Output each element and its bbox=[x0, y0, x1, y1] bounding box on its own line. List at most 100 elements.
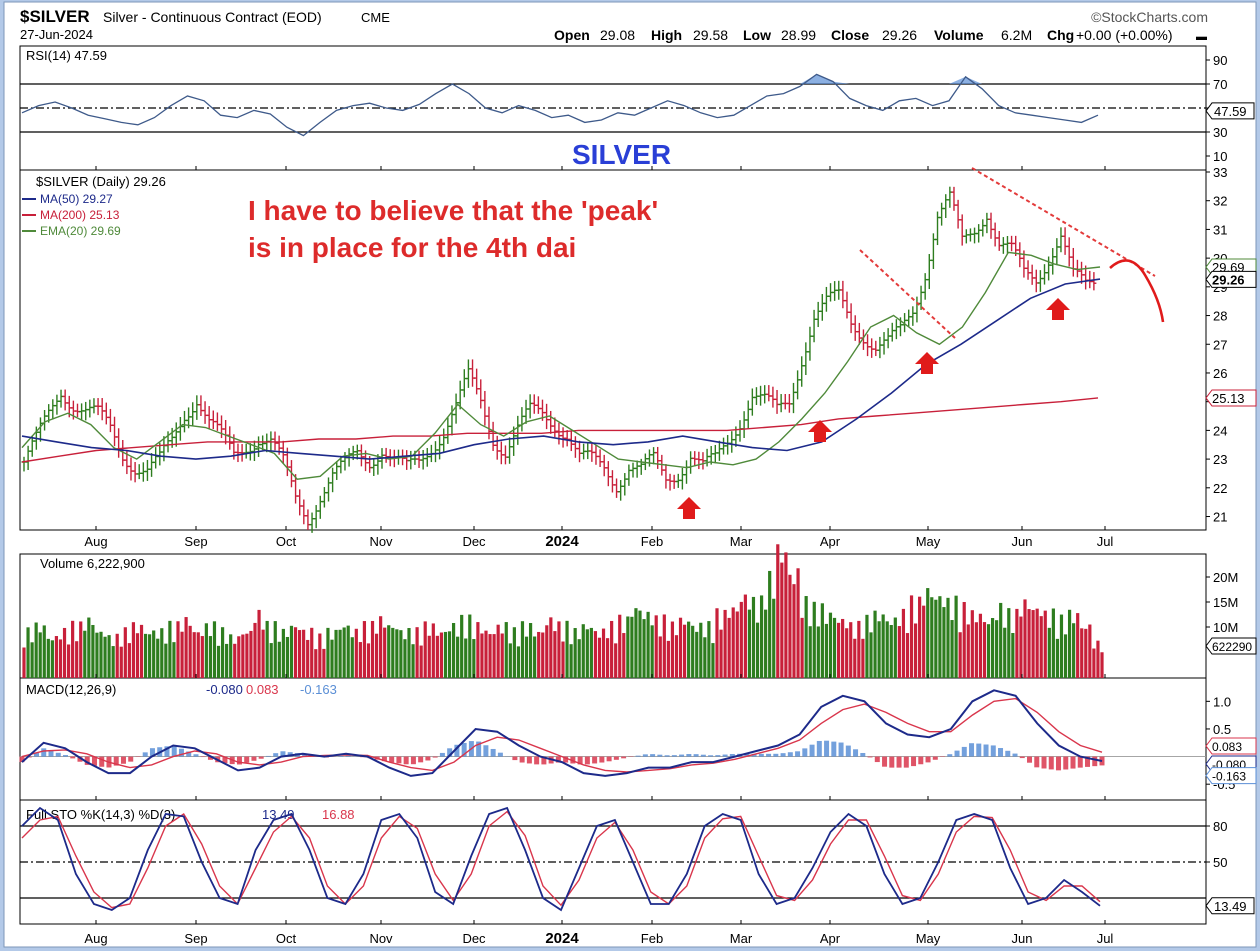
macd-histogram-bar bbox=[809, 744, 815, 757]
volume-bar bbox=[768, 570, 772, 678]
macd-histogram-bar bbox=[657, 754, 663, 757]
macd-histogram-bar bbox=[592, 756, 598, 764]
rsi-y-tick-70: 70 bbox=[1213, 77, 1227, 92]
macd-histogram-bar bbox=[780, 753, 786, 757]
volume-y-tick-10M: 10M bbox=[1213, 620, 1238, 635]
volume-bar bbox=[318, 633, 322, 678]
volume-bar bbox=[50, 640, 54, 678]
macd-histogram-bar bbox=[1048, 756, 1054, 770]
macd-histogram-bar bbox=[338, 755, 344, 757]
macd-histogram-bar bbox=[715, 755, 721, 757]
volume-bar bbox=[1067, 609, 1072, 678]
volume-bar bbox=[220, 627, 225, 678]
macd-histogram-bar bbox=[722, 754, 728, 757]
chg-value: +0.00 (+0.00%) bbox=[1076, 27, 1173, 43]
volume-bar bbox=[196, 632, 200, 678]
volume-bar bbox=[1031, 610, 1035, 678]
volume-bar bbox=[946, 597, 950, 678]
price-x-tick-Oct: Oct bbox=[276, 534, 297, 549]
volume-bar bbox=[853, 638, 857, 678]
price-x-tick-Jul: Jul bbox=[1097, 534, 1114, 549]
volume-bar bbox=[626, 616, 630, 678]
volume-bar bbox=[958, 632, 962, 678]
volume-bar bbox=[1092, 648, 1096, 678]
volume-bar bbox=[387, 625, 391, 678]
macd-histogram-bar bbox=[55, 752, 61, 757]
volume-bar bbox=[537, 631, 541, 678]
macd-histogram-bar bbox=[998, 748, 1004, 757]
volume-bar bbox=[516, 646, 521, 678]
volume-bar bbox=[820, 603, 824, 678]
macd-histogram-bar bbox=[251, 756, 257, 761]
macd-histogram-bar bbox=[1034, 756, 1040, 768]
volume-bar bbox=[812, 601, 816, 678]
volume-bar bbox=[62, 627, 67, 678]
volume-bar bbox=[942, 607, 946, 678]
volume-bar bbox=[784, 552, 788, 678]
price-y-tick-28: 28 bbox=[1213, 309, 1227, 324]
sto-x-tick-Nov: Nov bbox=[369, 931, 393, 946]
macd-histogram-bar bbox=[686, 754, 692, 757]
macd-value-signal: 0.083 bbox=[246, 682, 279, 697]
volume-bar bbox=[873, 610, 877, 678]
macd-histogram-bar bbox=[1063, 756, 1069, 770]
volume-bar bbox=[1011, 632, 1015, 678]
volume-bar bbox=[26, 627, 30, 678]
volume-bar bbox=[216, 645, 221, 678]
high-label: High bbox=[651, 27, 682, 43]
volume-bar bbox=[289, 625, 294, 678]
macd-histogram-bar bbox=[621, 756, 627, 759]
macd-histogram-bar bbox=[77, 756, 83, 762]
sto-layer bbox=[20, 806, 1206, 912]
volume-bar bbox=[614, 643, 618, 678]
macd-histogram-bar bbox=[62, 755, 68, 757]
volume-bar bbox=[326, 627, 330, 678]
macd-histogram-bar bbox=[563, 756, 569, 763]
volume-bar bbox=[379, 616, 383, 678]
volume-bar bbox=[861, 638, 865, 678]
macd-histogram-bar bbox=[613, 756, 619, 760]
volume-bar bbox=[999, 602, 1003, 678]
sto-x-tick-Aug: Aug bbox=[84, 931, 107, 946]
macd-histogram-bar bbox=[1092, 756, 1098, 767]
volume-bar bbox=[245, 633, 249, 678]
sto-x-tick-Jun: Jun bbox=[1012, 931, 1033, 946]
macd-histogram-bar bbox=[889, 756, 895, 768]
volume-bar bbox=[346, 625, 350, 678]
volume-bar bbox=[30, 642, 34, 678]
volume-bar bbox=[1027, 609, 1031, 678]
volume-bar bbox=[419, 645, 423, 678]
volume-bar bbox=[930, 597, 934, 678]
volume-bar bbox=[922, 605, 926, 678]
price-x-tick-Jun: Jun bbox=[1012, 534, 1033, 549]
macd-histogram-bar bbox=[389, 756, 395, 763]
volume-bar bbox=[549, 617, 553, 678]
volume-bar bbox=[119, 646, 123, 678]
volume-bar bbox=[982, 622, 987, 678]
volume-bar bbox=[257, 609, 261, 678]
volume-bar bbox=[277, 641, 281, 678]
macd-line bbox=[21, 689, 1103, 777]
volume-bar bbox=[451, 623, 456, 678]
volume-bar bbox=[71, 620, 75, 678]
volume-bar bbox=[1096, 640, 1100, 678]
macd-histogram-bar bbox=[222, 756, 228, 764]
volume-bar bbox=[581, 624, 585, 678]
sto-d-line bbox=[21, 810, 1101, 909]
volume-bar bbox=[666, 640, 670, 678]
price-x-tick-Feb: Feb bbox=[641, 534, 663, 549]
volume-bar bbox=[480, 633, 484, 678]
volume-bar bbox=[261, 629, 265, 678]
volume-bar bbox=[695, 631, 699, 678]
macd-histogram-bar bbox=[932, 756, 938, 760]
volume-bar bbox=[34, 622, 38, 678]
macd-histogram-bar bbox=[454, 744, 460, 757]
volume-bar bbox=[127, 643, 131, 678]
volume-bar bbox=[176, 621, 180, 678]
volume-bar bbox=[160, 628, 164, 678]
volume-bar bbox=[597, 637, 602, 678]
macd-histogram-bar bbox=[896, 756, 902, 768]
volume-bar bbox=[565, 620, 569, 678]
volume-bar bbox=[658, 636, 662, 678]
macd-histogram-bar bbox=[186, 751, 192, 757]
